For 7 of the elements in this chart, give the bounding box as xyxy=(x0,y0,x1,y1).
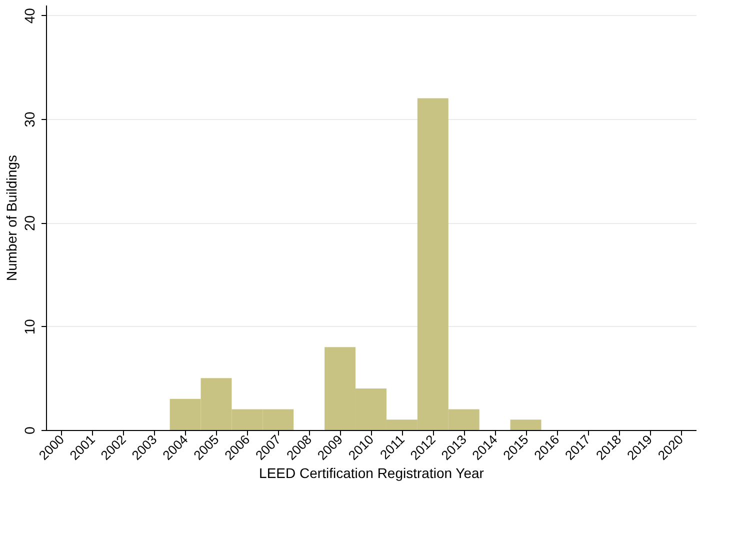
y-tick-label: 10 xyxy=(22,318,38,335)
y-tick-label: 20 xyxy=(22,215,38,231)
y-tick-label: 30 xyxy=(22,112,38,128)
y-tick-label: 40 xyxy=(22,8,38,24)
x-axis-title: LEED Certification Registration Year xyxy=(259,464,484,481)
y-tick-label: 0 xyxy=(22,426,38,434)
y-axis-title: Number of Buildings xyxy=(4,154,20,282)
